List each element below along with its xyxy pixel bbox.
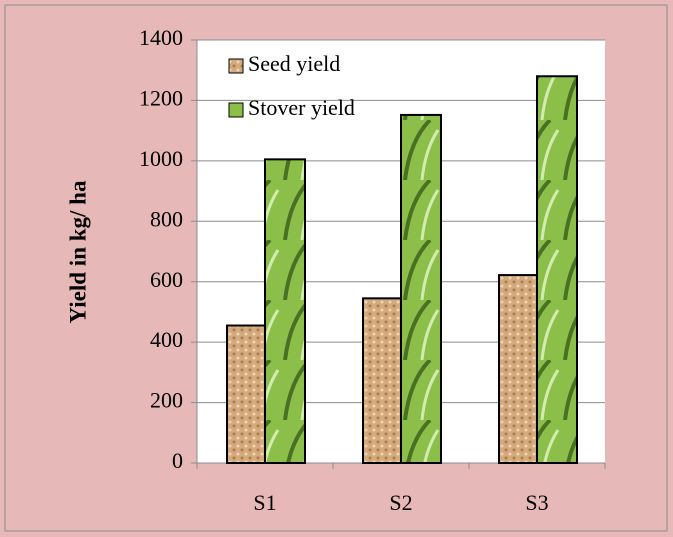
y-tick-label: 400 — [150, 327, 183, 352]
y-axis-title: Yield in kg/ ha — [65, 180, 90, 323]
bar — [499, 275, 537, 463]
chart: Yield in kg/ ha 0 200 400 600 800 1000 1200 140… — [0, 0, 673, 537]
legend-swatch — [229, 59, 243, 73]
legend-label: Stover yield — [248, 95, 355, 120]
y-tick-label: 1400 — [139, 25, 183, 50]
x-tick-label: S2 — [389, 490, 412, 515]
y-tick-label: 1200 — [139, 85, 183, 110]
bar — [363, 298, 401, 463]
legend-swatch — [229, 103, 243, 117]
y-tick-label: 0 — [172, 448, 183, 473]
bar — [537, 76, 577, 463]
y-tick-label: 1000 — [139, 146, 183, 171]
y-tick-label: 200 — [150, 388, 183, 413]
bar — [227, 326, 265, 463]
legend-label: Seed yield — [248, 51, 340, 76]
y-tick-label: 600 — [150, 267, 183, 292]
bar — [401, 115, 441, 463]
y-tick-label: 800 — [150, 206, 183, 231]
bar — [265, 159, 305, 463]
x-tick-label: S1 — [253, 490, 276, 515]
x-tick-label: S3 — [525, 490, 548, 515]
